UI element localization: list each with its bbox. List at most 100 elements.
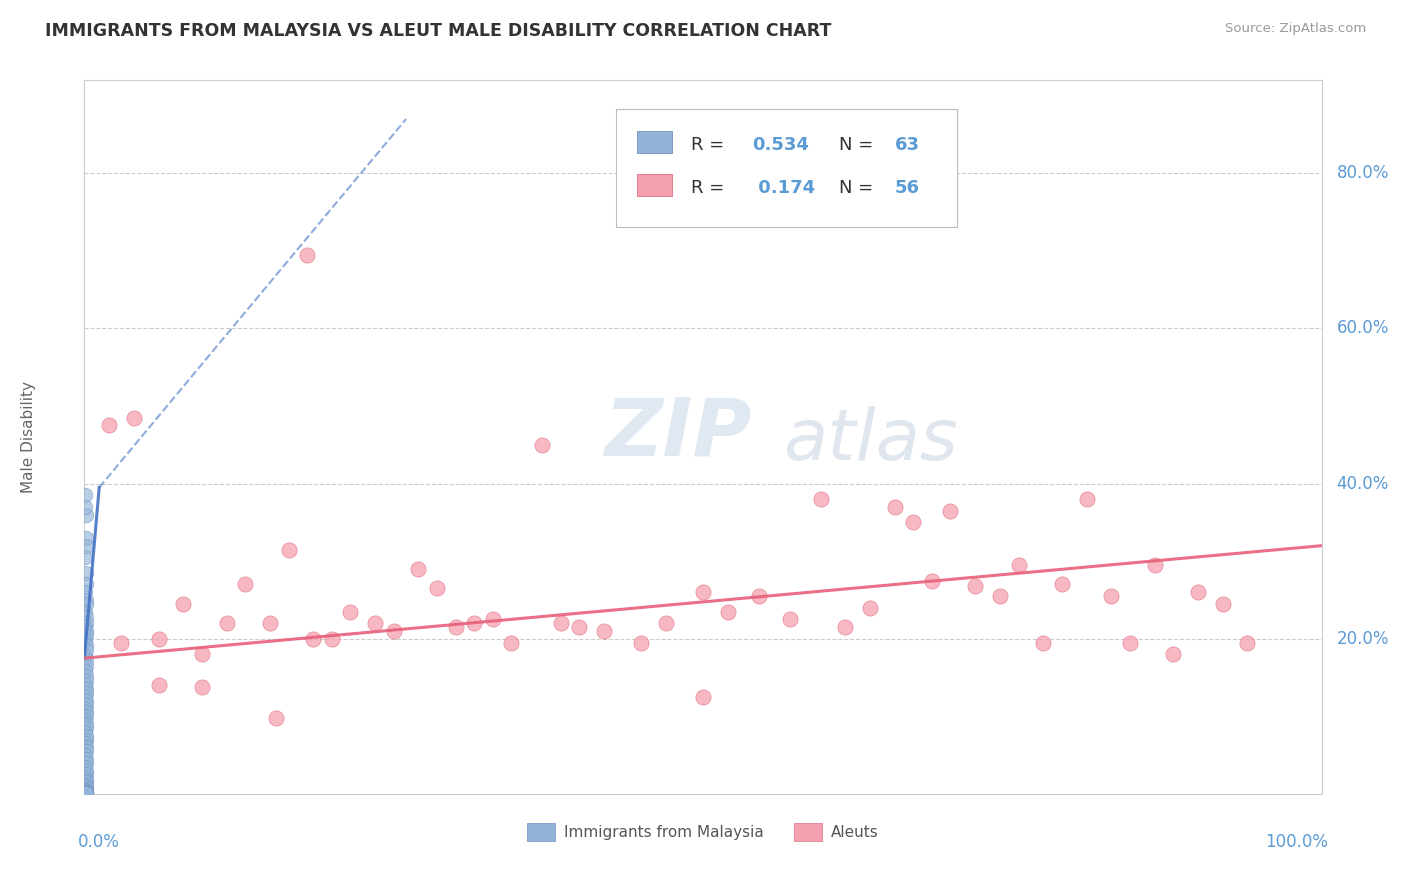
Text: N =: N = [839, 179, 879, 197]
Point [75, 585, 97, 599]
Point [939, 504, 962, 518]
Point [75, 744, 97, 758]
Point [122, 410, 145, 425]
Point [75, 653, 97, 667]
Point [75, 686, 97, 700]
Point [1161, 647, 1184, 661]
Point [382, 624, 405, 638]
Legend: Immigrants from Malaysia, Aleuts: Immigrants from Malaysia, Aleuts [522, 817, 884, 847]
Point [75, 706, 97, 720]
Text: Source: ZipAtlas.com: Source: ZipAtlas.com [1226, 22, 1367, 36]
Point [75, 701, 97, 715]
Point [295, 248, 318, 262]
Point [75, 767, 97, 781]
FancyBboxPatch shape [616, 109, 956, 227]
Point [593, 624, 616, 638]
Point [364, 616, 387, 631]
Point [75, 648, 97, 663]
Text: 56: 56 [894, 179, 920, 197]
Point [191, 647, 214, 661]
Point [75, 752, 97, 766]
Point [717, 605, 740, 619]
Point [75, 778, 97, 792]
Point [965, 579, 987, 593]
Point [75, 732, 97, 747]
Point [692, 585, 714, 599]
Point [75, 783, 97, 797]
Text: N =: N = [839, 136, 879, 154]
Point [191, 680, 214, 694]
Text: 20.0%: 20.0% [1337, 630, 1389, 648]
Point [75, 674, 97, 689]
Text: 40.0%: 40.0% [1337, 475, 1389, 492]
Point [75, 593, 97, 607]
Point [75, 669, 97, 683]
Point [859, 600, 882, 615]
Point [550, 616, 572, 631]
Point [75, 772, 97, 787]
Point [748, 589, 770, 603]
Point [215, 616, 238, 631]
Point [98, 418, 121, 433]
Point [810, 492, 832, 507]
Point [75, 488, 97, 502]
Point [302, 632, 325, 646]
Point [1119, 635, 1142, 649]
Point [75, 764, 97, 778]
Point [321, 632, 343, 646]
Text: IMMIGRANTS FROM MALAYSIA VS ALEUT MALE DISABILITY CORRELATION CHART: IMMIGRANTS FROM MALAYSIA VS ALEUT MALE D… [45, 22, 831, 40]
Point [259, 616, 281, 631]
Text: Male Disability: Male Disability [21, 381, 37, 493]
Point [75, 620, 97, 634]
Point [692, 690, 714, 704]
Point [75, 786, 97, 800]
Point [655, 616, 678, 631]
Point [75, 694, 97, 708]
Point [75, 628, 97, 642]
Point [75, 624, 97, 638]
Point [444, 620, 467, 634]
Point [75, 597, 97, 611]
Text: R =: R = [690, 136, 730, 154]
Text: 80.0%: 80.0% [1337, 164, 1389, 182]
Point [75, 678, 97, 692]
Point [568, 620, 591, 634]
Point [75, 784, 97, 798]
Point [75, 780, 97, 795]
Point [75, 539, 97, 553]
Point [1007, 558, 1029, 572]
Point [75, 760, 97, 774]
Bar [637, 131, 672, 153]
Point [75, 717, 97, 731]
Point [75, 605, 97, 619]
Point [481, 612, 503, 626]
Point [1212, 597, 1234, 611]
Text: 0.534: 0.534 [752, 136, 810, 154]
Point [75, 740, 97, 755]
Point [75, 713, 97, 727]
Text: 0.0%: 0.0% [79, 833, 120, 851]
Point [75, 616, 97, 631]
Text: R =: R = [690, 179, 730, 197]
Point [463, 616, 485, 631]
Point [1099, 589, 1122, 603]
Point [75, 633, 97, 648]
Point [264, 711, 287, 725]
Point [172, 597, 194, 611]
Point [75, 610, 97, 624]
Point [903, 516, 925, 530]
Point [339, 605, 361, 619]
Point [75, 785, 97, 799]
Point [75, 508, 97, 522]
Point [1143, 558, 1166, 572]
Text: 0.174: 0.174 [752, 179, 815, 197]
Point [75, 756, 97, 770]
Point [75, 729, 97, 743]
Text: ZIP: ZIP [605, 394, 751, 473]
Text: 60.0%: 60.0% [1337, 319, 1389, 337]
Point [75, 770, 97, 784]
Point [75, 709, 97, 723]
Point [75, 577, 97, 591]
Point [988, 589, 1011, 603]
Point [426, 582, 449, 596]
